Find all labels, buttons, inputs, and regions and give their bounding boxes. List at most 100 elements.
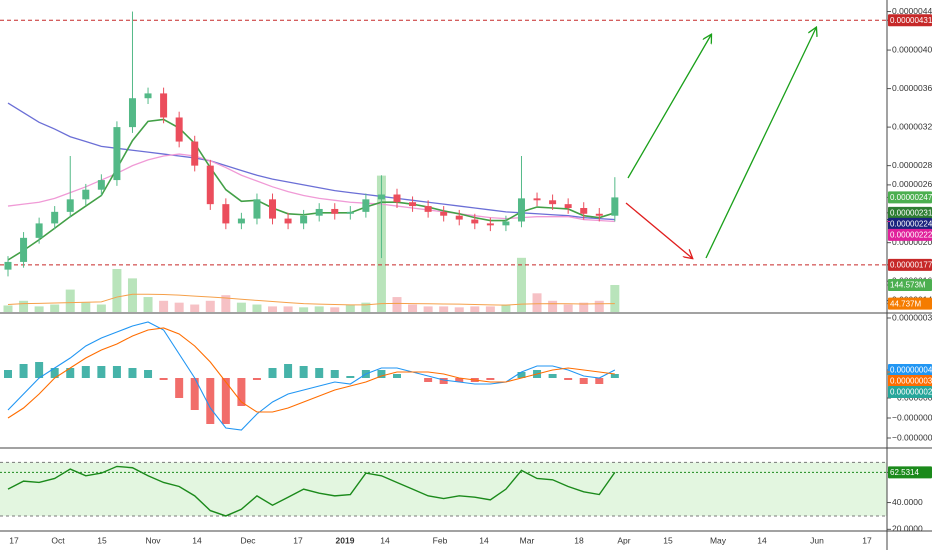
volume-bar [485, 306, 495, 312]
volume-bar [330, 307, 340, 312]
tag-box [888, 258, 932, 271]
candle-body [4, 261, 12, 270]
macd-histogram-bar [377, 370, 386, 378]
x-tick-label: Feb [433, 535, 448, 545]
macd-histogram-bar [237, 378, 246, 406]
tag-box [888, 375, 932, 387]
candle-body [66, 199, 74, 212]
volume-bar [392, 297, 402, 312]
rsi-pane [0, 461, 887, 517]
volume-bar [501, 304, 511, 312]
green-arrow [627, 35, 711, 179]
volume-bar [548, 300, 558, 312]
macd-histogram-bar [175, 378, 184, 398]
tag-label: 144.573M [890, 281, 926, 290]
macd-histogram-bar [35, 362, 44, 378]
moving-average [7, 102, 615, 221]
volume-bar [236, 302, 246, 312]
candle-body [113, 127, 121, 181]
macd-histogram-bar [190, 378, 199, 410]
tag-label: 0.00000431 [890, 16, 932, 25]
candle-body [611, 197, 619, 216]
tag-box [888, 364, 932, 376]
volume-bar [19, 300, 29, 312]
price-tag: 0.00000177 [887, 258, 932, 271]
candle-body [300, 215, 308, 224]
macd-line [7, 321, 616, 431]
macd-histogram-bar [610, 374, 619, 378]
volume-bar [96, 304, 106, 312]
candle-body [284, 218, 292, 224]
tag-label: 0.00000222 [890, 230, 932, 239]
candle-body [393, 194, 401, 203]
tag-label: 0.00000231 [890, 208, 932, 217]
price-tag: 0.00000231 [887, 206, 932, 219]
x-tick-label: Nov [145, 535, 161, 545]
volume-bar [579, 302, 589, 312]
x-tick-label: May [710, 535, 727, 545]
volume-bar [408, 304, 418, 312]
tag-label: 44.737M [890, 299, 921, 308]
candle-body [97, 180, 105, 190]
candle-body [471, 219, 479, 224]
macd-histogram-bar [393, 374, 401, 378]
candle-body [409, 202, 417, 207]
x-tick-label: 15 [663, 535, 673, 545]
candle-body [20, 237, 28, 262]
candle-body [549, 200, 557, 205]
candle-body [253, 199, 261, 219]
macd-histogram-bar [144, 370, 153, 378]
macd-histogram-bar [548, 374, 557, 378]
volume-bar [439, 306, 449, 312]
volume-bar [127, 278, 137, 312]
tag-label: 0.00000003 [890, 377, 932, 386]
x-tick-label: 15 [97, 535, 107, 545]
x-tick-label: 14 [192, 535, 202, 545]
x-tick-label: Apr [617, 535, 630, 545]
macd-histogram-bar [112, 366, 121, 378]
volume-bar [314, 306, 324, 312]
candle-body [486, 223, 494, 226]
volume-bar [516, 257, 526, 312]
candle-body [82, 189, 90, 200]
candle-body [51, 211, 59, 224]
candle-body [564, 204, 572, 208]
candle-body [346, 211, 354, 214]
macd-histogram-bar [221, 378, 230, 424]
volume-bar [221, 295, 231, 312]
x-tick-label: Oct [51, 535, 65, 545]
green-arrow [705, 28, 816, 259]
rsi-line [7, 465, 616, 517]
macd-histogram-bar [299, 366, 308, 378]
macd-histogram-bar [159, 378, 168, 380]
macd-histogram-bar [128, 368, 137, 378]
candle-body [237, 218, 245, 224]
x-tick-label: Dec [240, 535, 256, 545]
volume-bar [454, 307, 464, 312]
x-tick-label: 17 [862, 535, 872, 545]
candle-body [222, 204, 230, 224]
candle-body [377, 194, 385, 200]
macd-line [7, 327, 615, 419]
volume-bar [205, 300, 215, 312]
moving-average [7, 118, 616, 261]
price-tag: 0.00000431 [887, 14, 932, 27]
y-tick-label: 40.0000 [892, 497, 923, 507]
x-tick-label: 14 [380, 535, 390, 545]
volume-bar [345, 304, 355, 312]
candle-body [595, 213, 603, 216]
volume-bar [143, 297, 153, 312]
tag-box [888, 228, 932, 241]
candle-body [517, 198, 525, 222]
volume-bar [252, 304, 262, 312]
y-tick-label: −0.00000020 [892, 412, 932, 422]
price-tag: 62.5314 [887, 466, 932, 479]
x-tick-label: 17 [9, 535, 19, 545]
